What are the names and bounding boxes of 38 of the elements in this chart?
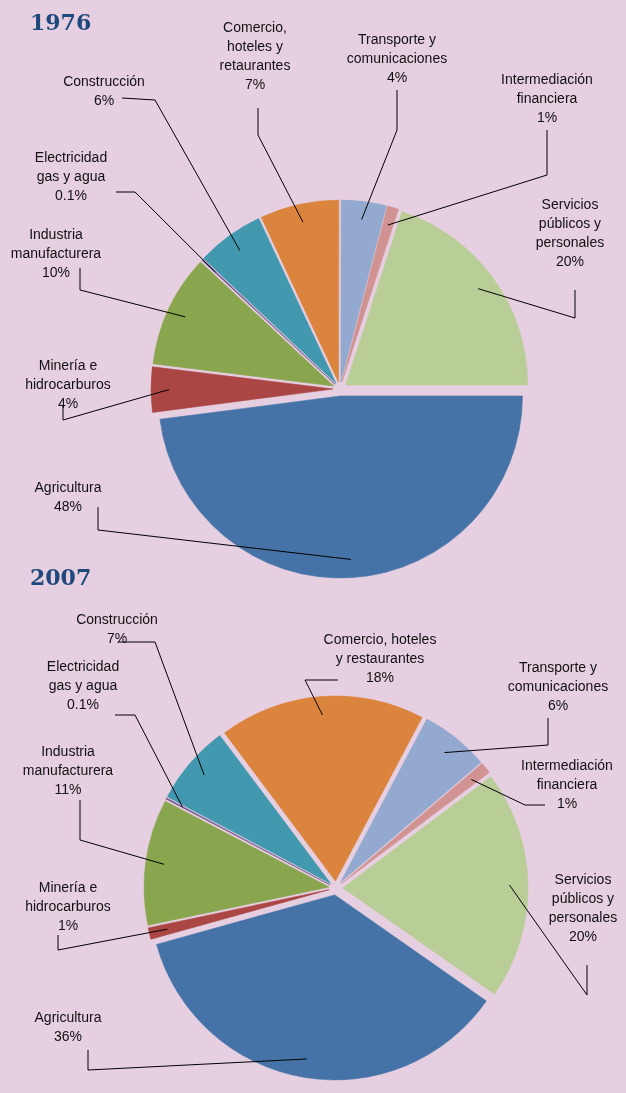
slice-label: Minería e hidrocarburos [25, 357, 111, 392]
data-label: 7% [244, 76, 266, 92]
chart-title: 2007 [30, 564, 92, 590]
data-label: 1% [57, 917, 79, 933]
data-label: 0.1% [67, 696, 99, 712]
data-label: 20% [568, 928, 598, 944]
data-label: 6% [547, 697, 569, 713]
slice-label: Industria manufacturera [10, 226, 102, 261]
slice-label: Agricultura [34, 1009, 102, 1025]
slice-label: Intermediación financiera [501, 71, 593, 106]
slice-label: Intermediación financiera [521, 757, 613, 792]
slice-label: Electricidad gas y agua [46, 658, 120, 693]
data-label: 1% [556, 795, 578, 811]
data-label: 20% [555, 253, 585, 269]
data-label: 18% [365, 669, 395, 685]
data-label: 36% [53, 1028, 83, 1044]
slice-label: Servicios públicos y personales [548, 871, 618, 925]
slice-label: Minería e hidrocarburos [25, 879, 111, 914]
slice-label: Transporte y comunicaciones [346, 31, 448, 66]
slice-label: Construcción [63, 73, 145, 89]
data-label: 4% [386, 69, 408, 85]
data-label: 48% [53, 498, 83, 514]
data-label: 10% [41, 264, 71, 280]
data-label: 0.1% [55, 187, 87, 203]
slice-label: Comercio, hoteles y restaurantes [323, 631, 437, 666]
slice-label: Electricidad gas y agua [34, 149, 108, 184]
slice-label: Servicios públicos y personales [535, 196, 605, 250]
slice-label: Agricultura [34, 479, 102, 495]
data-label: 4% [57, 395, 79, 411]
slice-label: Transporte y comunicaciones [507, 659, 609, 694]
data-label: 11% [54, 781, 82, 797]
data-label: 1% [536, 109, 558, 125]
slice-label: Construcción [76, 611, 158, 627]
data-label: 7% [106, 630, 128, 646]
slice-label: Comercio, hoteles y retaurantes [219, 19, 291, 73]
slice-label: Industria manufacturera [22, 743, 114, 778]
data-label: 6% [93, 92, 115, 108]
chart-title: 1976 [30, 9, 92, 35]
